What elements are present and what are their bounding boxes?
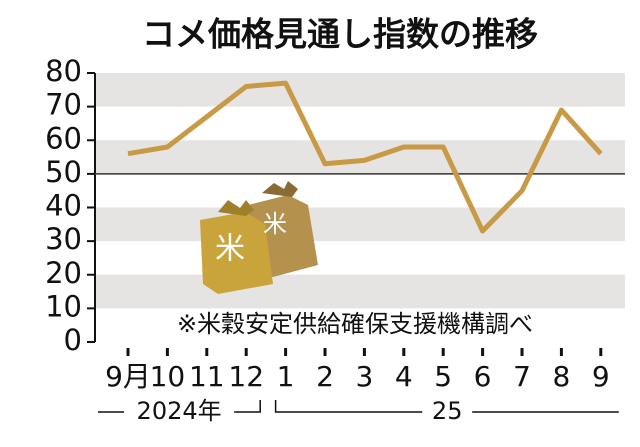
y-tick-label: 20 bbox=[45, 256, 82, 290]
x-tick-label: 3 bbox=[355, 360, 373, 393]
grid-band bbox=[95, 73, 625, 107]
svg-text:米: 米 bbox=[263, 210, 287, 238]
y-tick-label: 50 bbox=[45, 155, 82, 189]
year-label: 25 bbox=[432, 397, 463, 425]
y-tick-label: 80 bbox=[45, 54, 82, 88]
grid-band bbox=[95, 207, 625, 242]
x-tick-label: 2 bbox=[316, 360, 334, 393]
x-tick-label: 10 bbox=[150, 360, 186, 393]
x-tick-label: 12 bbox=[228, 360, 264, 393]
y-tick-label: 30 bbox=[45, 222, 82, 256]
label-bg bbox=[124, 398, 235, 426]
y-tick-label: 10 bbox=[45, 289, 82, 323]
x-tick-label: 6 bbox=[474, 360, 492, 393]
y-tick-label: 60 bbox=[45, 121, 82, 155]
x-tick-label: 11 bbox=[189, 360, 225, 393]
y-tick-label: 70 bbox=[45, 88, 82, 122]
x-tick-label: 9 bbox=[592, 360, 610, 393]
data-line bbox=[127, 80, 603, 234]
rice-bags: 米 米 bbox=[200, 181, 318, 294]
svg-text:米: 米 bbox=[215, 232, 245, 267]
x-tick-label: 9月 bbox=[105, 360, 151, 393]
x-tick-label: 4 bbox=[395, 360, 413, 393]
x-tick-label: 1 bbox=[277, 360, 295, 393]
source-note: ※米穀安定供給確保支援機構調べ bbox=[177, 310, 533, 338]
x-tick-label: 8 bbox=[552, 360, 570, 393]
grid-band bbox=[95, 274, 625, 309]
x-tick-label: 5 bbox=[434, 360, 452, 393]
y-tick-label: 40 bbox=[45, 189, 82, 223]
label-bg bbox=[422, 398, 473, 426]
x-tick-label: 7 bbox=[513, 360, 531, 393]
year-label: 2024年 bbox=[137, 397, 222, 425]
year-bracket bbox=[274, 400, 619, 413]
y-tick-label: 0 bbox=[64, 323, 82, 357]
chart-title: コメ価格見通し指数の推移 bbox=[142, 15, 538, 54]
